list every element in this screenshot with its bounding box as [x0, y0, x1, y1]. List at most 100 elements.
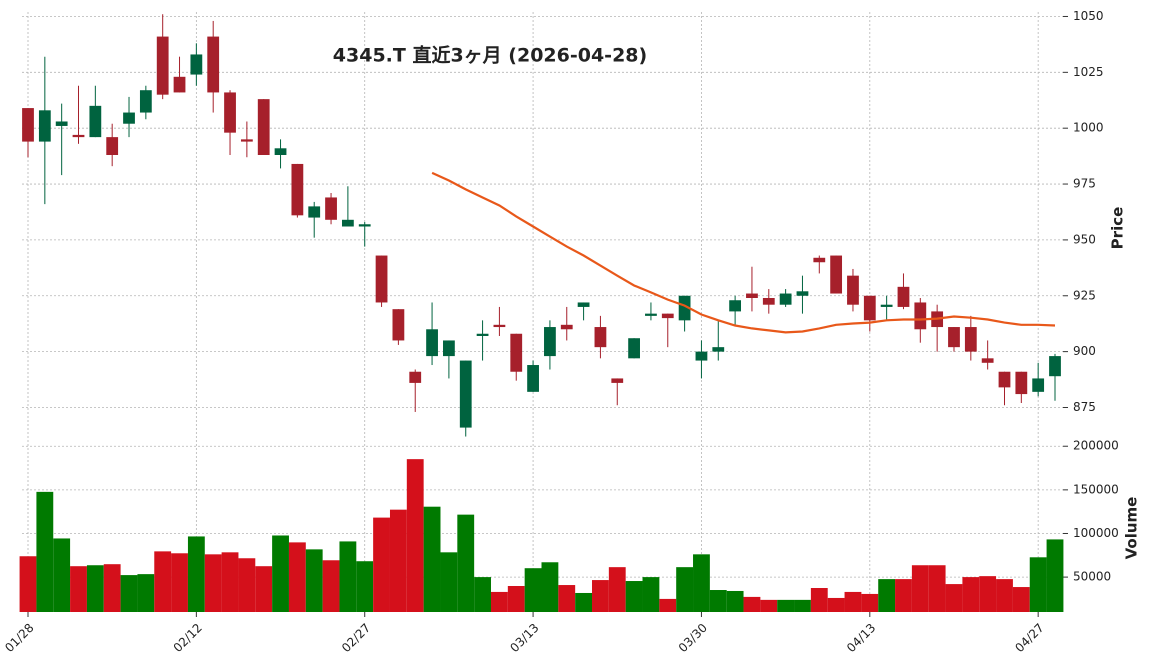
volume-bar [693, 554, 710, 612]
volume-bar [592, 580, 609, 612]
volume-bar [406, 459, 424, 612]
candle-body [72, 134, 85, 138]
candle-body [964, 327, 977, 352]
candle-body [459, 360, 472, 428]
candle-body [594, 327, 607, 348]
candle-body [527, 365, 539, 392]
candle-body [863, 295, 876, 321]
y-tick-label: 950 [1073, 232, 1096, 246]
volume-bar [187, 536, 205, 612]
volume-tick-label: 100000 [1073, 526, 1119, 540]
volume-bar [120, 575, 138, 612]
candle-body [611, 378, 624, 383]
volume-bar [474, 577, 491, 612]
volume-bar [490, 591, 508, 612]
candle-body [661, 313, 674, 319]
candle-body [948, 327, 960, 348]
candle-body [914, 302, 927, 330]
candle-body [308, 206, 321, 218]
candle-body [139, 90, 152, 113]
volume-tick-label: 50000 [1073, 570, 1111, 584]
candle-body [897, 286, 910, 307]
candle-body [645, 313, 657, 316]
candle-body [830, 255, 843, 294]
candle-body [55, 121, 68, 126]
candle-body [678, 295, 691, 321]
candle-body [426, 329, 438, 357]
candle-body [476, 333, 489, 336]
y-tick-label: 875 [1073, 400, 1096, 414]
candle-body [695, 351, 708, 361]
volume-bar [440, 552, 458, 612]
volume-bar [1029, 557, 1047, 612]
candle-body [240, 139, 253, 142]
volume-bar [137, 574, 155, 612]
volume-bar [625, 581, 643, 612]
volume-bar [322, 560, 340, 612]
x-tick-label: 03/13 [507, 621, 541, 655]
volume-bar [457, 514, 475, 612]
volume-bar [861, 593, 879, 612]
y-tick-label: 975 [1073, 177, 1096, 191]
candle-body [729, 300, 742, 312]
volume-tick-label: 200000 [1073, 439, 1119, 453]
volume-bar [255, 566, 273, 612]
volume-bar [1046, 539, 1064, 612]
volume-bar [979, 576, 997, 612]
volume-bar [928, 565, 946, 612]
volume-bar [911, 565, 929, 612]
y-tick-label: 1050 [1073, 9, 1104, 23]
volume-bar [810, 588, 828, 612]
candle-body [544, 327, 556, 357]
volume-bar [709, 590, 727, 612]
candle-body [577, 302, 590, 307]
volume-bar [962, 577, 980, 612]
candle-body [89, 105, 102, 138]
volume-bar [171, 553, 188, 612]
volume-bar [524, 568, 542, 612]
y-tick-label: 925 [1073, 288, 1096, 302]
x-tick-label: 04/27 [1012, 621, 1046, 655]
volume-tick-label: 150000 [1073, 482, 1119, 496]
candle-body [156, 36, 169, 95]
volume-bar [760, 599, 778, 612]
candle-body [173, 76, 186, 93]
volume-bar [726, 590, 744, 612]
volume-bar [895, 579, 912, 612]
volume-axis-label: Volume [1123, 497, 1141, 560]
volume-bar [36, 491, 54, 612]
chart-title: 4345.T 直近3ヶ月 (2026-04-28) [333, 44, 647, 67]
candle-body [224, 92, 236, 133]
candle-body [746, 293, 758, 298]
candle-body [106, 137, 119, 155]
candle-body [392, 309, 405, 341]
volume-bar [53, 538, 71, 612]
volume-bar [608, 567, 626, 612]
x-tick-label: 04/13 [844, 621, 878, 655]
candle-body [375, 255, 388, 303]
candle-body [1015, 371, 1028, 395]
volume-bar [389, 509, 407, 612]
volume-bar [794, 599, 811, 612]
candle-body [998, 371, 1011, 388]
candle-body [981, 358, 994, 363]
candle-body [257, 99, 270, 155]
y-axis-label: Price [1109, 207, 1127, 250]
volume-bar [238, 558, 256, 612]
volume-bar [575, 592, 593, 612]
volume-bar [86, 565, 104, 612]
x-tick-label: 02/12 [171, 621, 205, 655]
volume-bar [945, 584, 963, 612]
candle-body [813, 257, 826, 263]
candle-body [190, 54, 203, 75]
moving-average-line [431, 171, 1056, 334]
volume-bar [272, 535, 289, 612]
volume-bar [70, 566, 87, 612]
volume-bar [777, 599, 795, 612]
candle-body [325, 197, 337, 220]
candle-body [443, 340, 455, 357]
volume-bar [827, 597, 845, 612]
candle-body [38, 110, 51, 142]
volume-bar [339, 541, 357, 612]
